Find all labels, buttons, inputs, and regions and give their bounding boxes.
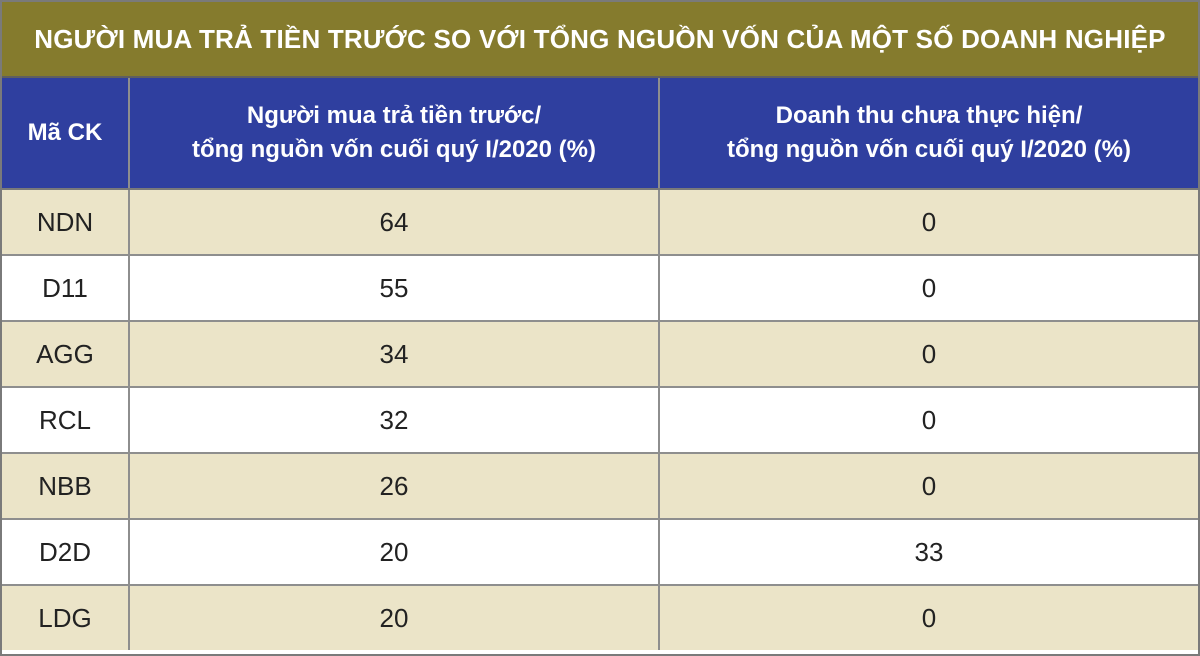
table-row: LDG 20 0: [2, 585, 1198, 650]
header-advance-ratio-line2: tổng nguồn vốn cuối quý I/2020 (%): [191, 136, 596, 163]
cell-advance-ratio: 64: [129, 189, 660, 256]
cell-advance-ratio: 34: [129, 321, 660, 388]
header-unearned-ratio-line1: Doanh thu chưa thực hiện/: [775, 102, 1083, 129]
cell-unearned-ratio: 0: [659, 321, 1198, 388]
cell-advance-ratio: 20: [129, 585, 660, 650]
header-advance-ratio: Người mua trả tiền trước/ tổng nguồn vốn…: [129, 78, 660, 190]
table-header: Mã CK Người mua trả tiền trước/ tổng ngu…: [2, 78, 1198, 190]
cell-unearned-ratio: 0: [659, 453, 1198, 520]
table-row: RCL 32 0: [2, 387, 1198, 454]
data-table: Mã CK Người mua trả tiền trước/ tổng ngu…: [2, 78, 1198, 650]
cell-unearned-ratio: 0: [659, 189, 1198, 256]
cell-unearned-ratio: 0: [659, 585, 1198, 650]
table-row: AGG 34 0: [2, 321, 1198, 388]
table-row: D2D 20 33: [2, 519, 1198, 586]
header-unearned-ratio-line2: tổng nguồn vốn cuối quý I/2020 (%): [726, 136, 1131, 163]
cell-unearned-ratio: 33: [659, 519, 1198, 586]
table-row: D11 55 0: [2, 255, 1198, 322]
cell-stock-code: RCL: [2, 387, 130, 454]
header-advance-ratio-line1: Người mua trả tiền trước/: [246, 102, 542, 129]
table-row: NBB 26 0: [2, 453, 1198, 520]
cell-stock-code: LDG: [2, 585, 130, 650]
header-stock-code: Mã CK: [2, 78, 130, 190]
cell-unearned-ratio: 0: [659, 387, 1198, 454]
cell-stock-code: D11: [2, 255, 130, 322]
cell-stock-code: AGG: [2, 321, 130, 388]
header-unearned-ratio: Doanh thu chưa thực hiện/ tổng nguồn vốn…: [659, 78, 1198, 190]
cell-advance-ratio: 32: [129, 387, 660, 454]
table-title: NGƯỜI MUA TRẢ TIỀN TRƯỚC SO VỚI TỔNG NGU…: [2, 2, 1198, 78]
cell-advance-ratio: 55: [129, 255, 660, 322]
cell-stock-code: D2D: [2, 519, 130, 586]
cell-advance-ratio: 20: [129, 519, 660, 586]
header-row: Mã CK Người mua trả tiền trước/ tổng ngu…: [2, 78, 1198, 190]
cell-stock-code: NBB: [2, 453, 130, 520]
cell-stock-code: NDN: [2, 189, 130, 256]
cell-unearned-ratio: 0: [659, 255, 1198, 322]
table-body: NDN 64 0 D11 55 0 AGG 34 0 RCL 32 0 NBB: [2, 189, 1198, 650]
cell-advance-ratio: 26: [129, 453, 660, 520]
table-row: NDN 64 0: [2, 189, 1198, 256]
